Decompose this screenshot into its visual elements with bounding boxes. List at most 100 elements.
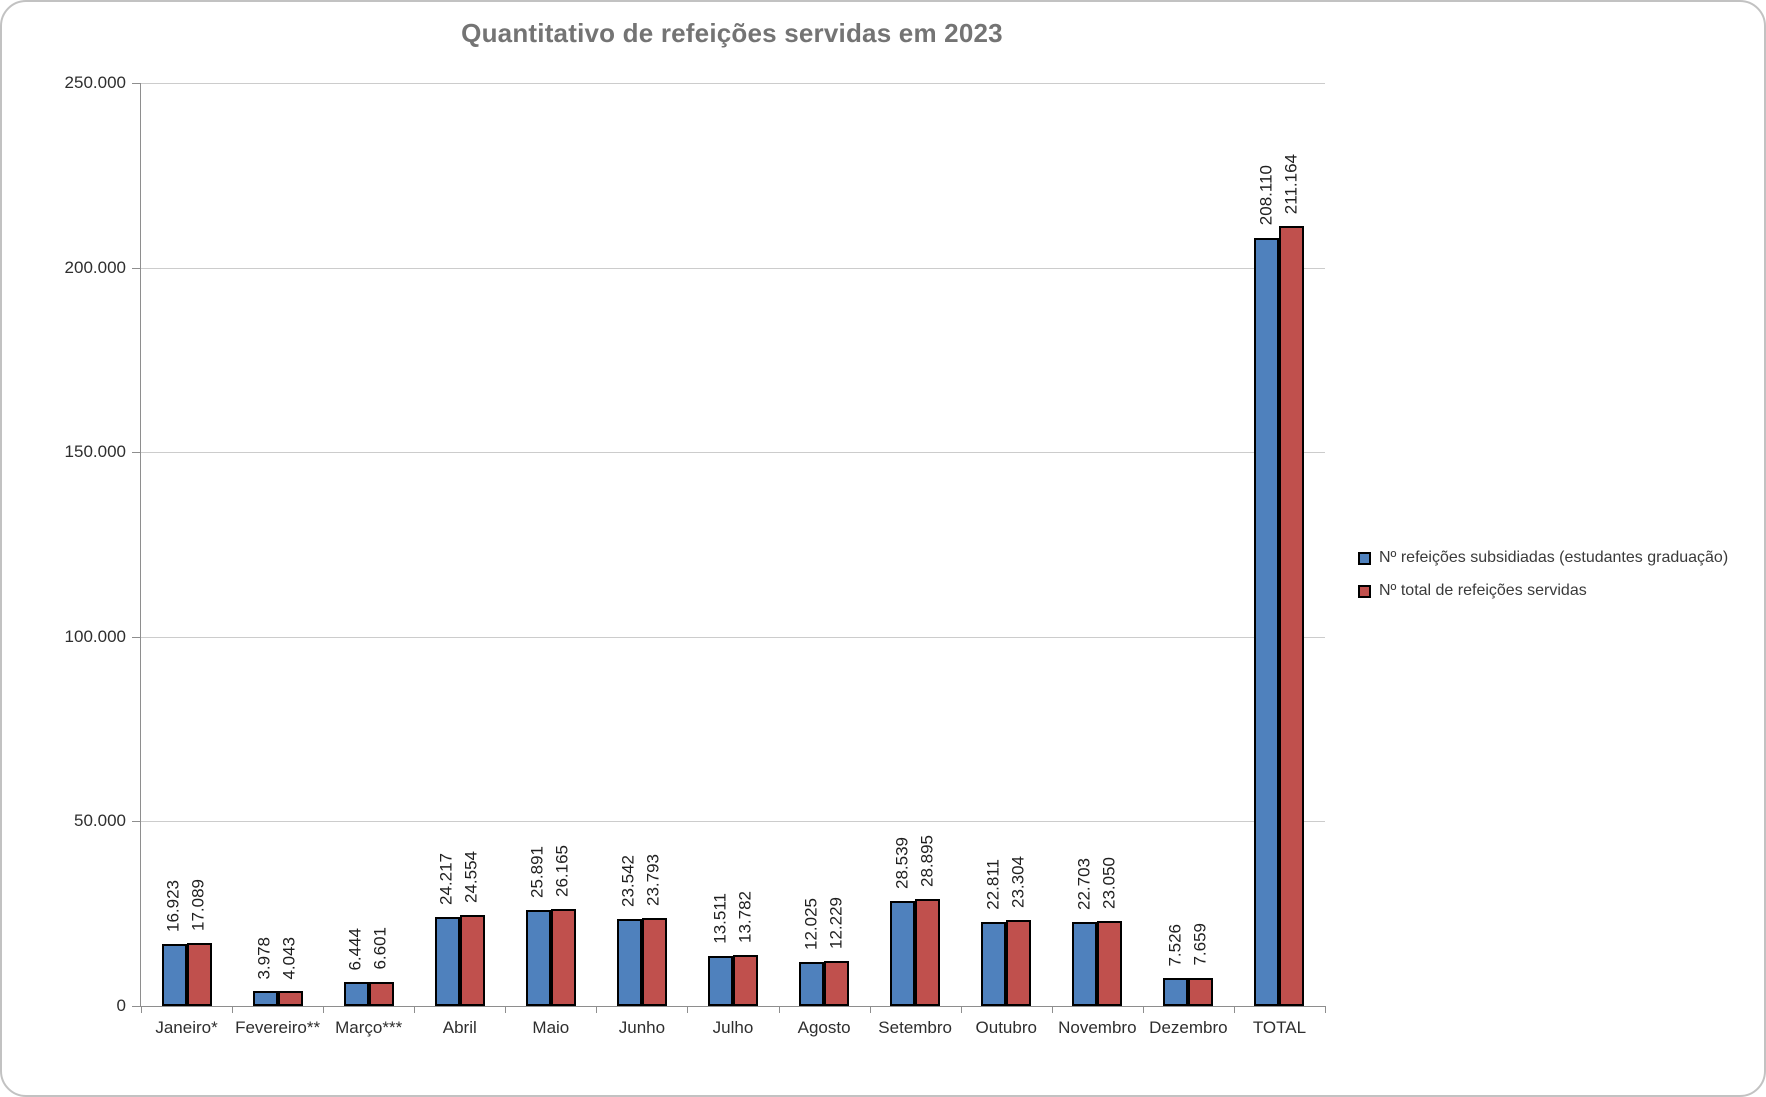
bar-series1: [434, 916, 460, 1006]
category-label: Agosto: [797, 1018, 851, 1037]
bar-value-label: 13.511: [710, 893, 730, 945]
gridline: [141, 636, 1325, 638]
category-group: 3.978 4.043 Fevereiro**: [232, 83, 323, 1037]
bar-value-label: 22.811: [983, 859, 1003, 910]
bar-column: 17.089: [186, 83, 212, 1006]
bar-value-label: 208.110: [1256, 165, 1276, 226]
x-axis-tick: [323, 1006, 325, 1013]
x-axis-tick: [1325, 1006, 1326, 1013]
category-group: 6.444 6.601 Março***: [323, 83, 414, 1037]
bar-series2: [1006, 919, 1032, 1006]
category-label: Outubro: [975, 1018, 1037, 1037]
category-group: 22.703 23.050 Novembro: [1052, 83, 1143, 1037]
bar-series1: [708, 956, 733, 1006]
bar-column: 25.891: [525, 83, 551, 1006]
bar-value-label: 28.539: [892, 836, 912, 889]
bar-series1: [161, 943, 187, 1006]
bar-value-label: 7.526: [1165, 923, 1185, 967]
bar-series2: [277, 991, 303, 1006]
y-axis-labels: 0 50.000 100.000 150.000 200.000 250.000: [2, 2, 126, 1095]
y-axis-tick: [132, 267, 141, 269]
category-label: Maio: [532, 1018, 570, 1037]
bar-series2: [550, 909, 576, 1006]
bar-series1: [1072, 922, 1098, 1006]
bar-series2: [733, 955, 758, 1006]
legend-marker-series1: [1358, 551, 1371, 565]
bar-series2: [1188, 977, 1214, 1006]
category-label: Junho: [618, 1018, 666, 1037]
y-axis-tick-label: 150.000: [64, 442, 126, 462]
bar-column: 6.601: [368, 83, 394, 1006]
bar-series1: [799, 961, 825, 1006]
bar-column: 6.444: [343, 83, 369, 1006]
bar-value-label: 6.444: [345, 927, 365, 971]
y-axis-tick: [132, 636, 141, 638]
bar-column: 23.793: [641, 83, 667, 1006]
bar-value-label: 6.601: [370, 927, 390, 970]
bar-value-label: 23.793: [644, 854, 664, 907]
bar-value-label: 12.025: [801, 897, 821, 950]
x-axis-tick: [1233, 1006, 1235, 1013]
bar-series1: [343, 982, 369, 1006]
x-axis-tick: [778, 1006, 780, 1013]
y-axis-tick-label: 200.000: [64, 257, 126, 277]
category-group: 12.025 12.229 Agosto: [779, 83, 870, 1037]
category-group: 7.526 7.659 Dezembro: [1143, 83, 1234, 1037]
bar-column: 7.526: [1163, 83, 1189, 1006]
bar-value-label: 16.923: [163, 879, 183, 932]
bar-value-label: 24.217: [436, 852, 456, 905]
bar-series2: [186, 942, 212, 1006]
category-group: 16.923 17.089 Janeiro*: [141, 83, 232, 1037]
bar-series1: [1254, 237, 1280, 1006]
bar-value-label: 12.229: [826, 896, 846, 949]
bar-series2: [641, 918, 667, 1006]
category-label: Março***: [335, 1018, 403, 1037]
bar-value-label: 23.542: [619, 855, 639, 908]
category-group: 13.511 13.782 Julho: [687, 83, 778, 1037]
legend-item: Nº total de refeições servidas: [1358, 582, 1728, 600]
legend-item: Nº refeições subsidiadas (estudantes gra…: [1358, 549, 1728, 567]
bar-column: 211.164: [1279, 83, 1305, 1006]
bar-series1: [252, 991, 278, 1006]
bar-column: 23.542: [616, 83, 642, 1006]
x-axis-tick: [596, 1006, 598, 1013]
category-label: TOTAL: [1252, 1018, 1307, 1037]
category-group: 208.110 211.164 TOTAL: [1234, 83, 1325, 1037]
bar-column: 4.043: [277, 83, 303, 1006]
bar-value-label: 28.895: [917, 835, 937, 888]
bar-column: 28.895: [915, 83, 941, 1006]
y-axis-tick: [132, 83, 141, 84]
x-axis-tick: [505, 1006, 507, 1013]
bar-column: 22.811: [981, 83, 1007, 1006]
bar-column: 26.165: [550, 83, 576, 1006]
x-axis-tick: [869, 1006, 871, 1013]
bar-series1: [890, 900, 916, 1006]
bar-column: 24.217: [434, 83, 460, 1006]
x-axis-tick: [1142, 1006, 1144, 1013]
y-axis-tick: [132, 452, 141, 454]
category-label: Julho: [712, 1018, 754, 1037]
category-label: Janeiro*: [155, 1018, 218, 1037]
bar-series2: [459, 915, 485, 1006]
bar-column: 3.978: [252, 83, 278, 1006]
category-label: Fevereiro**: [235, 1018, 321, 1037]
bar-value-label: 7.659: [1190, 923, 1210, 966]
legend-label: Nº total de refeições servidas: [1379, 582, 1587, 599]
y-axis-tick: [132, 821, 141, 823]
bar-series2: [824, 960, 850, 1006]
bar-series2: [1097, 920, 1123, 1006]
category-group: 23.542 23.793 Junho: [596, 83, 687, 1037]
x-axis-tick: [687, 1006, 689, 1013]
gridline: [141, 83, 1325, 84]
bar-column: 13.511: [708, 83, 733, 1006]
bar-column: 22.703: [1072, 83, 1098, 1006]
bar-value-label: 26.165: [553, 845, 572, 898]
category-label: Novembro: [1058, 1018, 1137, 1037]
bar-column: 208.110: [1254, 83, 1280, 1006]
bar-value-label: 23.050: [1099, 856, 1119, 909]
category-group: 24.217 24.554 Abril: [414, 83, 505, 1037]
bar-column: 7.659: [1188, 83, 1214, 1006]
legend: Nº refeições subsidiadas (estudantes gra…: [1358, 549, 1728, 600]
bar-value-label: 24.554: [461, 851, 481, 904]
